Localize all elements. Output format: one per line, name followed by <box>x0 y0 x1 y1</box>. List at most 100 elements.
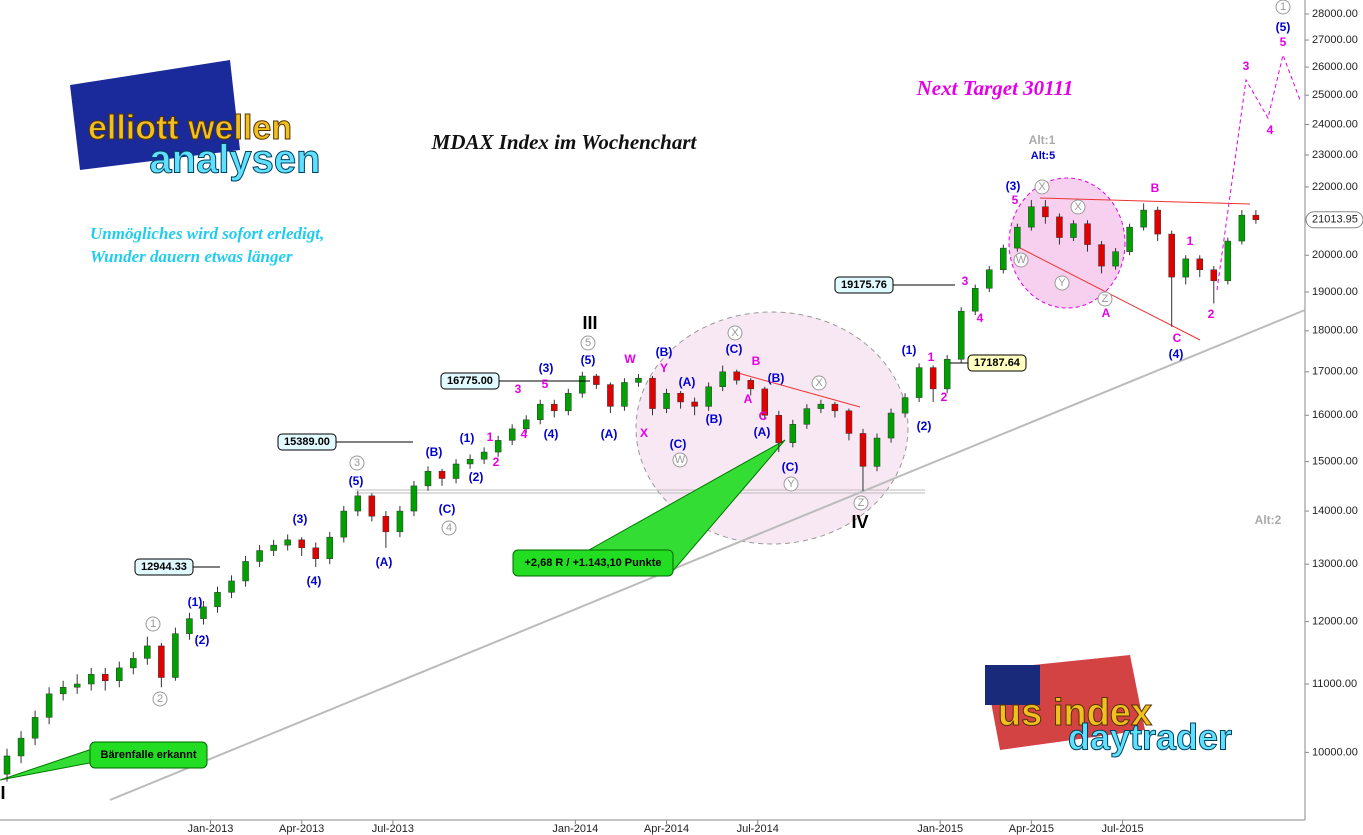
candle-body <box>943 359 951 390</box>
channel-line <box>737 372 861 408</box>
candle-body <box>452 463 460 479</box>
price-box <box>834 276 894 294</box>
candle-body <box>354 495 362 512</box>
price-box <box>967 354 1027 372</box>
candle-body <box>915 367 923 398</box>
candle-body <box>649 377 656 409</box>
candle-body <box>200 606 207 619</box>
candle-body <box>158 645 165 678</box>
quote: Wunder dauern etwas länger <box>90 247 293 266</box>
y-tick-label: 16000.00 <box>1312 409 1358 421</box>
candle-body <box>508 428 516 441</box>
wave-label: C <box>759 409 768 423</box>
y-tick-label: 18000.00 <box>1312 325 1358 337</box>
y-tick-label: 24000.00 <box>1312 118 1358 130</box>
wave-label: Z <box>858 497 865 509</box>
wave-label: W <box>1016 254 1027 266</box>
candle-body <box>957 310 965 360</box>
price-box-label: 17187.64 <box>974 357 1021 369</box>
price-box-label: 15389.00 <box>284 436 330 448</box>
candle-body <box>1126 226 1133 252</box>
wave-label: Y <box>660 361 668 375</box>
wave-label: X <box>1038 181 1046 193</box>
callout-label: Bärenfalle erkannt <box>101 749 197 761</box>
candle-body <box>536 403 544 421</box>
y-tick-label: 25000.00 <box>1312 89 1358 101</box>
x-tick-label: Jan-2015 <box>917 823 963 835</box>
y-tick-label: 13000.00 <box>1312 558 1358 570</box>
candle-body <box>1028 206 1035 228</box>
candle-body <box>986 269 993 289</box>
wave-label: 5 <box>585 337 591 349</box>
candle-body <box>565 392 572 412</box>
price-box <box>277 433 337 451</box>
candle-body <box>1056 216 1063 238</box>
candle-body <box>1154 209 1161 235</box>
y-tick-label: 15000.00 <box>1312 455 1358 467</box>
wave-label: 3 <box>1243 59 1250 73</box>
candle-body <box>396 510 404 533</box>
wave-circle-mark <box>727 325 743 341</box>
candle-body <box>761 388 769 416</box>
wave-label: 5 <box>542 377 549 391</box>
y-tick-label: 10000.00 <box>1312 746 1358 758</box>
candle-body <box>1238 214 1246 242</box>
wave-circle-mark <box>853 495 869 511</box>
candle-body <box>817 403 825 409</box>
wave-label: (4) <box>307 574 322 588</box>
wave-label: 3 <box>515 382 522 396</box>
wave-label: 4 <box>521 427 528 441</box>
candle-body <box>101 674 109 682</box>
candle-body <box>326 536 334 559</box>
wave-circle-mark <box>1275 0 1291 15</box>
wave-circle-mark <box>580 335 596 351</box>
wave-label: X <box>815 377 823 389</box>
wave-label: W <box>675 454 686 466</box>
wave-circle-mark <box>783 476 799 492</box>
wave-label: B <box>1151 181 1160 195</box>
candle-body <box>1196 258 1204 270</box>
wave-label: 1 <box>1187 234 1194 248</box>
candle-body <box>368 495 376 517</box>
wave-label: I <box>0 783 5 803</box>
wave-label: Alt:2 <box>1255 513 1282 527</box>
y-tick-label: 27000.00 <box>1312 34 1358 46</box>
candle-body <box>663 392 670 409</box>
candle-body <box>186 618 193 634</box>
candle-body <box>312 547 319 559</box>
logo-text: analysen <box>149 138 320 182</box>
wave-circle-mark <box>1034 179 1050 195</box>
wave-label: 1 <box>1280 1 1286 13</box>
wave-label: (B) <box>768 371 785 385</box>
candle-body <box>1210 269 1218 282</box>
price-box-label: 19175.76 <box>841 279 887 291</box>
wave-label: 2 <box>157 693 163 705</box>
y-tick-label: 12000.00 <box>1312 616 1358 628</box>
candle-body <box>1042 206 1049 218</box>
candle-body <box>1252 214 1260 221</box>
candle-body <box>579 375 586 394</box>
callout-label: +2,68 R / +1.143,10 Punkte <box>525 557 662 569</box>
wave-label: (3) <box>293 512 308 526</box>
candle-body <box>31 717 39 739</box>
candle-body <box>929 367 937 390</box>
candle-body <box>1168 233 1175 278</box>
wave-label: (A) <box>376 555 393 569</box>
wave-label: 3 <box>354 457 360 469</box>
candle-body <box>256 550 263 562</box>
wave-label: 4 <box>1267 123 1274 137</box>
candle-body <box>228 580 235 593</box>
projection <box>1216 53 1301 291</box>
wave-label: Alt:5 <box>1031 150 1055 162</box>
x-tick-label: Jul-2014 <box>737 823 779 835</box>
wave-label: Alt:1 <box>1029 133 1056 147</box>
wave-label: 5 <box>1280 35 1287 49</box>
price-box <box>440 372 500 390</box>
wave-circle-mark <box>1013 252 1029 268</box>
x-tick-label: Jul-2013 <box>372 823 414 835</box>
wave-label: (1) <box>460 431 475 445</box>
candle-body <box>284 539 291 546</box>
x-tick-label: Apr-2015 <box>1009 823 1054 835</box>
candle-body <box>73 683 81 688</box>
candle-body <box>635 377 642 383</box>
